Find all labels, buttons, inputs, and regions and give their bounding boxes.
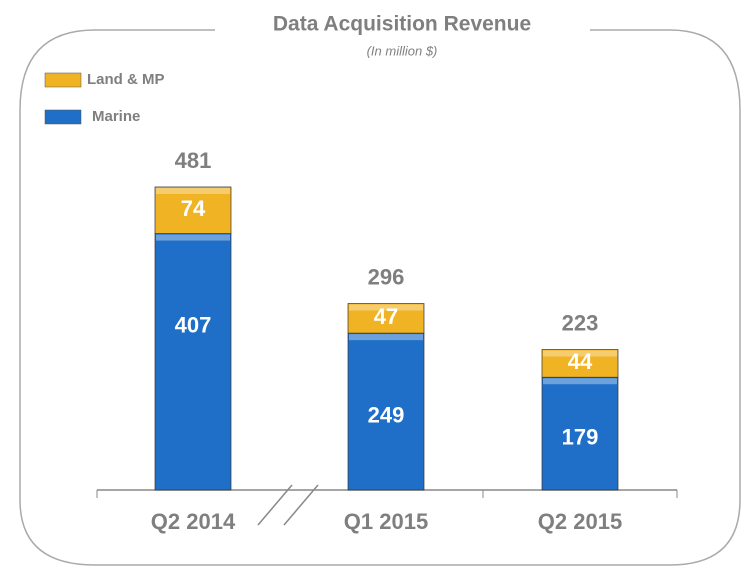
chart-subtitle: (In million $) bbox=[367, 43, 438, 58]
total-label: 296 bbox=[368, 264, 405, 289]
chart-title: Data Acquisition Revenue bbox=[273, 13, 531, 36]
bar-highlight bbox=[349, 334, 423, 341]
frame bbox=[19, 29, 741, 566]
data-label: 44 bbox=[568, 349, 593, 374]
bar-segment bbox=[541, 376, 619, 491]
data-label: 407 bbox=[175, 313, 212, 338]
legend-label: Marine bbox=[92, 108, 140, 125]
data-label: 179 bbox=[562, 424, 599, 449]
axis-break bbox=[283, 484, 319, 526]
bar-highlight bbox=[156, 187, 230, 194]
bar-segment bbox=[154, 233, 232, 491]
x-tick-label: Q1 2015 bbox=[344, 509, 428, 534]
legend-label: Land & MP bbox=[87, 71, 165, 88]
bar-segment bbox=[541, 349, 619, 378]
legend-swatch bbox=[44, 72, 82, 88]
legend-swatch bbox=[44, 109, 82, 125]
bar-segment bbox=[347, 332, 425, 491]
x-tick-label: Q2 2015 bbox=[538, 509, 622, 534]
bar-highlight bbox=[543, 378, 617, 385]
total-label: 481 bbox=[175, 148, 212, 173]
bar-highlight bbox=[156, 234, 230, 241]
data-label: 74 bbox=[181, 196, 206, 221]
bar-highlight bbox=[543, 350, 617, 357]
bar-segment bbox=[154, 186, 232, 234]
bar-segment bbox=[347, 303, 425, 334]
total-label: 223 bbox=[562, 310, 599, 335]
axis-break bbox=[257, 484, 293, 526]
x-tick-label: Q2 2014 bbox=[151, 509, 236, 534]
bar-highlight bbox=[349, 304, 423, 311]
data-label: 249 bbox=[368, 402, 405, 427]
data-label: 47 bbox=[374, 304, 398, 329]
